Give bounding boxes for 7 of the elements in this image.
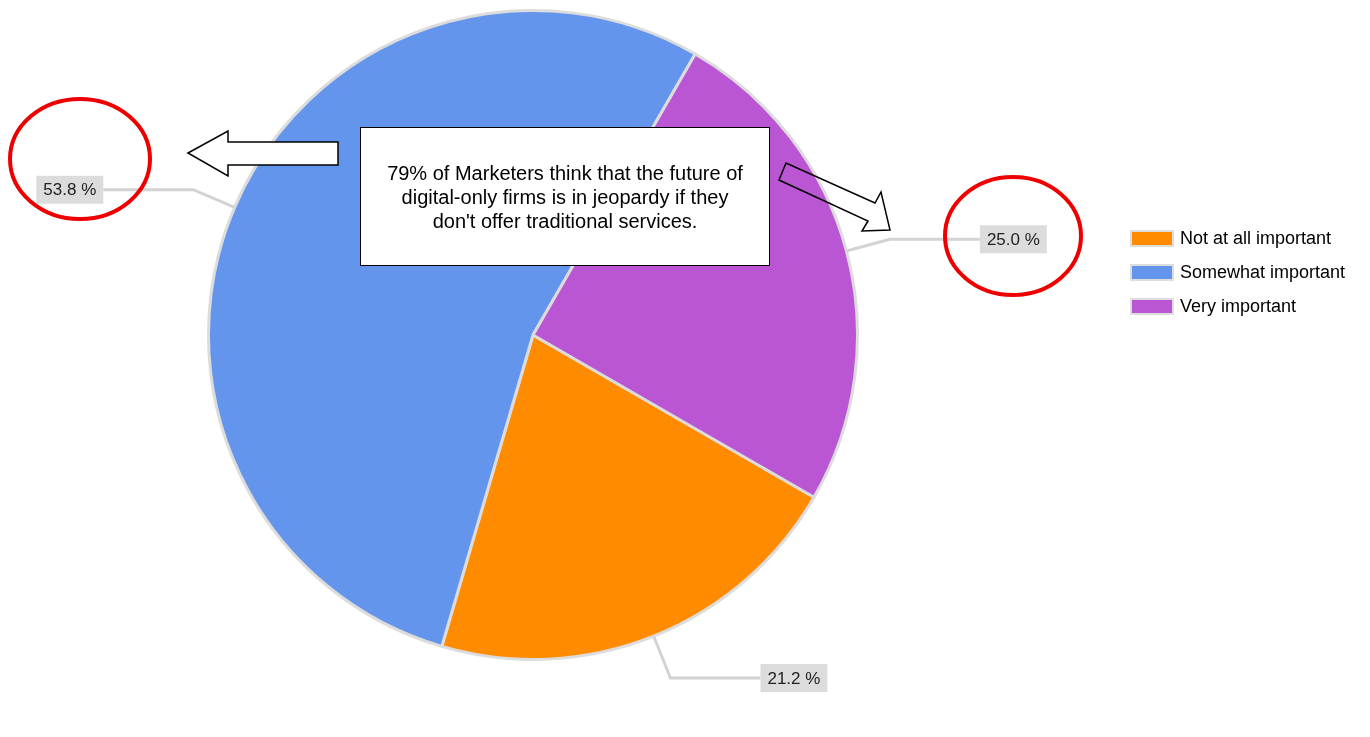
legend-label: Not at all important xyxy=(1180,228,1332,249)
data-label: 21.2 % xyxy=(767,668,821,688)
data-label: 53.8 % xyxy=(43,180,97,200)
legend-label: Very important xyxy=(1180,296,1297,317)
legend-label: Somewhat important xyxy=(1180,262,1346,283)
data-label: 25.0 % xyxy=(986,230,1040,250)
text: 79% of Marketers think that the future of digital-only firms is in jeopardy if they don't offer traditional services. xyxy=(360,127,770,266)
